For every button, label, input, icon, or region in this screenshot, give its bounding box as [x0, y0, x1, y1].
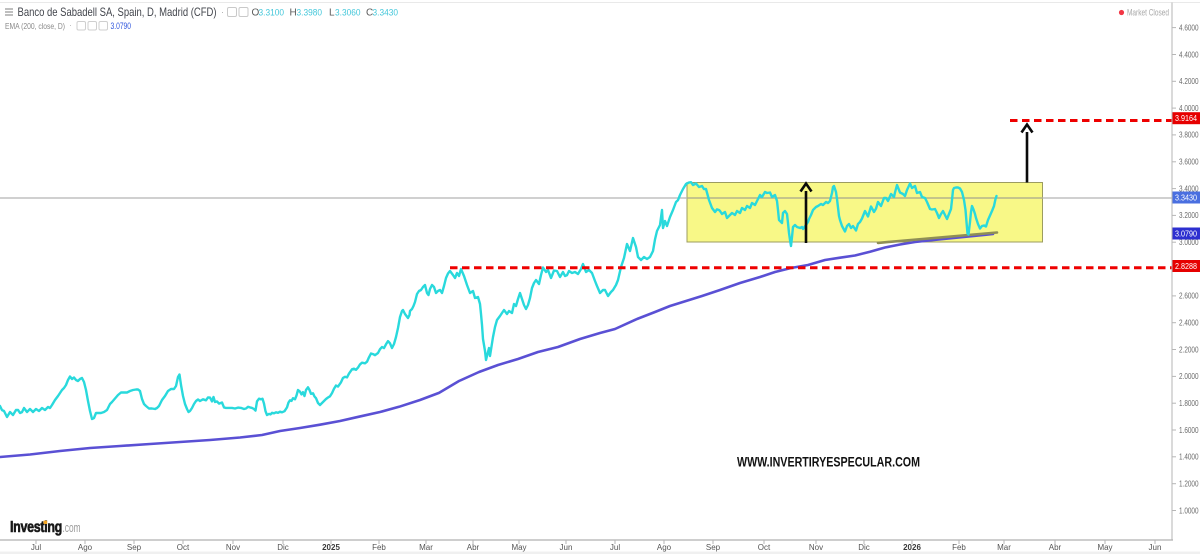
svg-text:Dic: Dic [858, 543, 870, 552]
svg-text:4.4000: 4.4000 [1179, 50, 1199, 59]
svg-text:Nov: Nov [226, 543, 240, 552]
svg-text:2025: 2025 [322, 543, 340, 552]
svg-text:L: L [329, 8, 335, 19]
svg-text:.com: .com [63, 521, 81, 535]
svg-text:Sep: Sep [127, 543, 142, 552]
svg-text:3.3430: 3.3430 [1175, 192, 1197, 202]
svg-text:C: C [366, 8, 373, 19]
svg-text:Feb: Feb [952, 543, 966, 552]
svg-text:3.0000: 3.0000 [1179, 238, 1199, 247]
svg-text:Mar: Mar [419, 543, 433, 552]
svg-text:Feb: Feb [372, 543, 386, 552]
svg-text:3.3980: 3.3980 [297, 8, 323, 19]
svg-text:4.2000: 4.2000 [1179, 77, 1199, 86]
svg-text:Dic: Dic [277, 543, 289, 552]
svg-text:3.2000: 3.2000 [1179, 211, 1199, 220]
svg-text:4.0000: 4.0000 [1179, 104, 1199, 113]
svg-text:Sep: Sep [706, 543, 721, 552]
svg-text:3.3060: 3.3060 [335, 8, 361, 19]
svg-text:2.4000: 2.4000 [1179, 319, 1199, 328]
svg-text:WWW.INVERTIRYESPECULAR.COM: WWW.INVERTIRYESPECULAR.COM [737, 455, 920, 470]
svg-text:·: · [221, 7, 224, 17]
svg-text:EMA (200, close, D): EMA (200, close, D) [5, 21, 65, 31]
svg-text:2026: 2026 [903, 543, 921, 552]
svg-text:Jul: Jul [31, 543, 41, 552]
svg-text:3.6000: 3.6000 [1179, 158, 1199, 167]
svg-text:Investing: Investing [10, 519, 62, 536]
svg-text:May: May [511, 543, 526, 552]
svg-text:Oct: Oct [177, 543, 190, 552]
svg-text:2.6000: 2.6000 [1179, 292, 1199, 301]
svg-text:·: · [69, 20, 72, 30]
svg-text:3.4000: 3.4000 [1179, 184, 1199, 193]
svg-text:Ago: Ago [657, 543, 672, 552]
svg-text:1.8000: 1.8000 [1179, 399, 1199, 408]
svg-text:Jul: Jul [610, 543, 620, 552]
svg-text:H: H [290, 8, 297, 19]
svg-text:3.9164: 3.9164 [1175, 113, 1197, 123]
svg-text:3.3430: 3.3430 [373, 8, 399, 19]
svg-text:3.8000: 3.8000 [1179, 131, 1199, 140]
svg-text:3.0790: 3.0790 [111, 21, 132, 31]
svg-text:3.3100: 3.3100 [259, 8, 285, 19]
svg-text:4.6000: 4.6000 [1179, 23, 1199, 32]
svg-text:1.0000: 1.0000 [1179, 506, 1199, 515]
svg-text:2.2000: 2.2000 [1179, 345, 1199, 354]
svg-text:Banco de Sabadell SA, Spain, D: Banco de Sabadell SA, Spain, D, Madrid (… [18, 5, 217, 19]
svg-text:1.4000: 1.4000 [1179, 453, 1199, 462]
svg-text:O: O [252, 8, 260, 19]
svg-text:1.6000: 1.6000 [1179, 426, 1199, 435]
svg-text:Oct: Oct [758, 543, 771, 552]
svg-text:2.8288: 2.8288 [1175, 261, 1197, 271]
svg-text:3.0790: 3.0790 [1175, 228, 1197, 238]
svg-text:2.0000: 2.0000 [1179, 372, 1199, 381]
svg-text:Jun: Jun [1149, 543, 1162, 552]
svg-text:Jun: Jun [560, 543, 573, 552]
svg-text:Mar: Mar [997, 543, 1011, 552]
svg-text:Nov: Nov [809, 543, 823, 552]
svg-text:Market Closed: Market Closed [1127, 8, 1169, 19]
svg-text:1.2000: 1.2000 [1179, 480, 1199, 489]
svg-text:May: May [1097, 543, 1112, 552]
svg-text:Abr: Abr [467, 543, 480, 552]
svg-text:Abr: Abr [1049, 543, 1062, 552]
svg-text:Ago: Ago [78, 543, 93, 552]
